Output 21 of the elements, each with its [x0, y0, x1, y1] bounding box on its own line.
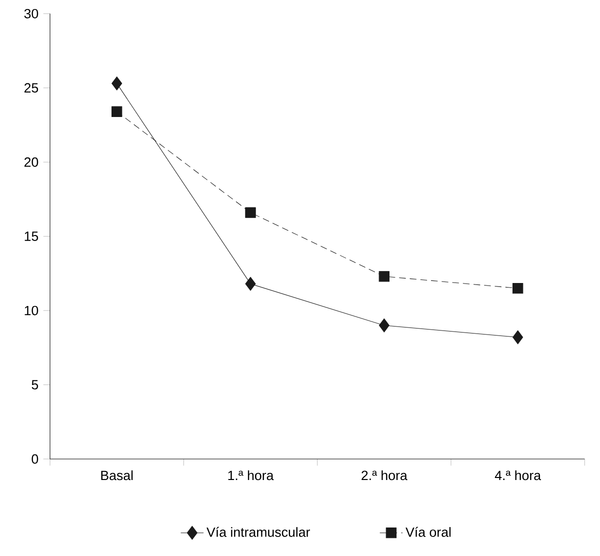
point — [378, 271, 390, 282]
x-tick-label: 2.ª hora — [362, 470, 408, 480]
x-tick-label: Basal — [101, 470, 133, 480]
point — [512, 330, 524, 344]
point — [245, 276, 256, 291]
point — [245, 207, 256, 218]
x-tick-label: 4.ª hora — [494, 470, 542, 480]
y-tick-label: 5 — [32, 380, 38, 390]
legend-label: Vía oral — [406, 526, 451, 537]
point — [512, 282, 524, 294]
y-tick-label: 15 — [24, 232, 38, 241]
y-tick-label: 25 — [24, 83, 38, 93]
y-tick-label: 10 — [24, 306, 38, 316]
point — [378, 318, 390, 332]
point — [112, 106, 122, 117]
y-tick-label: 20 — [24, 157, 38, 167]
y-tick-label: 0 — [32, 454, 38, 464]
x-tick-label: 1.ª hora — [228, 470, 274, 480]
legend-label: Vía intramuscular — [206, 526, 310, 537]
y-tick-label: 30 — [24, 8, 38, 18]
point — [112, 76, 122, 90]
